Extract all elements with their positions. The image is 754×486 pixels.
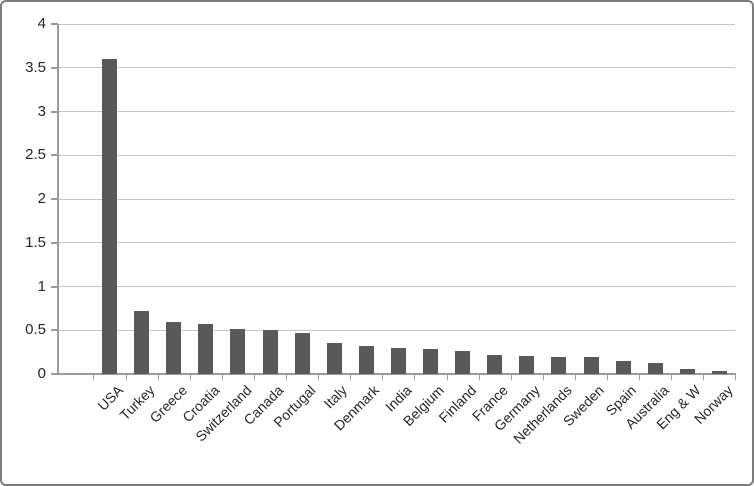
y-tick xyxy=(51,373,58,375)
x-tick xyxy=(157,375,159,380)
bar xyxy=(294,332,310,374)
x-tick xyxy=(542,375,544,380)
y-axis-label: 0 xyxy=(37,365,46,382)
gridline xyxy=(59,242,735,244)
y-tick xyxy=(51,241,58,244)
y-tick xyxy=(51,285,58,288)
y-axis-label: 1.5 xyxy=(25,233,46,251)
bar xyxy=(423,348,438,374)
x-tick xyxy=(286,375,287,380)
gridline xyxy=(59,67,735,69)
x-tick xyxy=(735,375,737,380)
gridline xyxy=(59,23,735,25)
bar xyxy=(647,362,663,374)
x-tick xyxy=(221,375,223,380)
y-axis-label: 2.5 xyxy=(25,146,46,164)
y-axis-label: 0.5 xyxy=(25,321,46,339)
bar xyxy=(166,322,182,374)
bar xyxy=(711,370,727,374)
bar xyxy=(679,368,695,375)
x-tick xyxy=(125,375,127,380)
bar xyxy=(134,311,150,374)
y-axis-label: 3.5 xyxy=(25,58,46,76)
bar xyxy=(519,355,535,374)
y-axis-label: 1 xyxy=(37,277,46,295)
x-tick xyxy=(510,375,512,380)
bar xyxy=(198,324,214,374)
x-tick xyxy=(478,375,480,380)
x-tick xyxy=(574,375,576,380)
y-axis-label: 4 xyxy=(37,15,46,32)
y-tick xyxy=(51,198,58,200)
y-axis-label: 3 xyxy=(37,102,46,120)
y-tick xyxy=(51,154,58,157)
y-tick xyxy=(51,23,58,25)
bar xyxy=(455,351,471,375)
y-tick xyxy=(51,329,58,332)
x-tick xyxy=(607,375,608,380)
gridline xyxy=(59,286,735,287)
bar xyxy=(102,59,117,374)
bar xyxy=(358,346,374,374)
x-tick xyxy=(93,375,95,380)
x-tick xyxy=(350,375,352,380)
bar xyxy=(326,342,342,374)
x-tick xyxy=(253,375,255,380)
bar xyxy=(230,328,246,374)
bar xyxy=(615,360,631,374)
gridline xyxy=(59,329,735,331)
x-tick xyxy=(382,375,384,380)
bar xyxy=(583,357,599,374)
x-tick xyxy=(446,375,448,380)
bar xyxy=(487,354,503,375)
y-tick xyxy=(51,66,58,69)
x-tick xyxy=(318,375,320,380)
y-axis-label: 2 xyxy=(37,190,46,207)
gridline xyxy=(59,198,735,200)
y-axis-line xyxy=(57,24,59,374)
x-tick xyxy=(414,375,416,380)
x-tick xyxy=(189,375,191,380)
y-tick xyxy=(51,110,58,113)
bar xyxy=(390,347,406,375)
bar xyxy=(262,330,278,375)
x-tick xyxy=(703,375,705,380)
x-tick xyxy=(639,375,641,380)
gridline xyxy=(59,154,735,156)
gridline xyxy=(59,111,735,112)
x-tick xyxy=(671,375,673,380)
bar xyxy=(551,356,567,374)
